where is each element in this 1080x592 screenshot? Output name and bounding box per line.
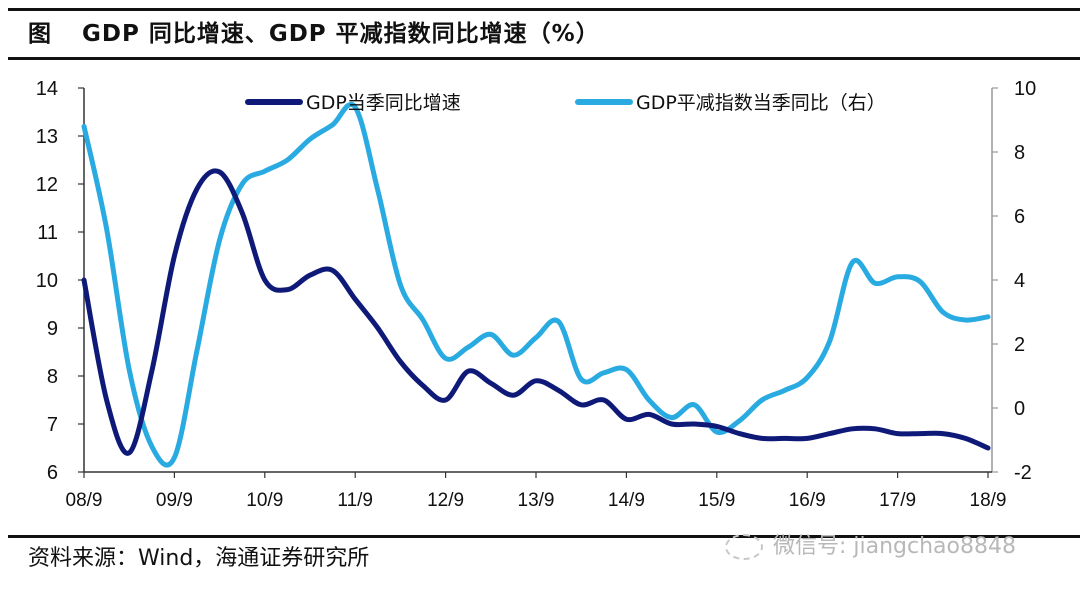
figure-label: 图 (28, 21, 52, 47)
title-text: GDP 同比增速、GDP 平减指数同比增速（%） (82, 21, 600, 47)
right-tick-label: 10 (1014, 78, 1036, 100)
left-tick-label: 8 (47, 366, 58, 388)
x-tick-label: 14/9 (608, 490, 645, 511)
right-tick-label: 0 (1014, 398, 1025, 420)
x-tick-label: 13/9 (518, 490, 555, 511)
source-note: 资料来源：Wind，海通证券研究所 (28, 546, 370, 571)
right-tick-label: 2 (1014, 334, 1025, 356)
x-tick-label: 09/9 (156, 490, 193, 511)
watermark-text: 微信号: jiangchao8848 (773, 534, 1016, 559)
legend-label-deflator: GDP平减指数当季同比（右） (636, 92, 886, 114)
legend: GDP当季同比增速 GDP平减指数当季同比（右） (245, 92, 886, 114)
chart-area: 6 7 8 9 10 11 12 13 14 -2 0 2 4 6 8 10 08/9 09/9 10/9 11/9 1… (36, 78, 1037, 511)
left-tick-label: 13 (36, 126, 58, 148)
left-tick-label: 12 (36, 174, 58, 196)
x-tick-label: 17/9 (879, 490, 916, 511)
left-tick-label: 7 (47, 414, 58, 436)
left-tick-label: 9 (47, 318, 58, 340)
chart-title: 图 GDP 同比增速、GDP 平减指数同比增速（%） (28, 14, 600, 48)
left-tick-label: 10 (36, 270, 58, 292)
x-tick-label: 18/9 (970, 490, 1007, 511)
series-line-deflator (81, 102, 991, 468)
x-tick-label: 10/9 (246, 490, 283, 511)
right-tick-label: 4 (1014, 270, 1025, 292)
title-bottom-rule (8, 57, 1080, 60)
series-group (81, 102, 991, 468)
right-tick-label: 6 (1014, 206, 1025, 228)
x-tick-label: 16/9 (789, 490, 826, 511)
x-tick-label: 11/9 (337, 490, 373, 511)
series-line-gdp-yoy (81, 168, 991, 456)
left-tick-label: 11 (37, 222, 58, 244)
watermark: 微信号: jiangchao8848 (725, 528, 1016, 560)
left-tick-label: 6 (47, 462, 58, 484)
x-tick-label: 12/9 (427, 490, 464, 511)
top-rule (8, 8, 1080, 11)
left-tick-label: 14 (36, 78, 58, 100)
right-tick-label: -2 (1014, 462, 1032, 484)
axes: 6 7 8 9 10 11 12 13 14 -2 0 2 4 6 8 10 08/9 09/9 10/9 11/9 1… (36, 78, 1037, 511)
legend-label-gdp-yoy: GDP当季同比增速 (306, 92, 461, 114)
wechat-icon (725, 534, 763, 560)
footer-rule (8, 535, 1080, 538)
x-tick-label: 15/9 (698, 490, 735, 511)
right-tick-label: 8 (1014, 142, 1025, 164)
x-tick-label: 08/9 (66, 490, 103, 511)
